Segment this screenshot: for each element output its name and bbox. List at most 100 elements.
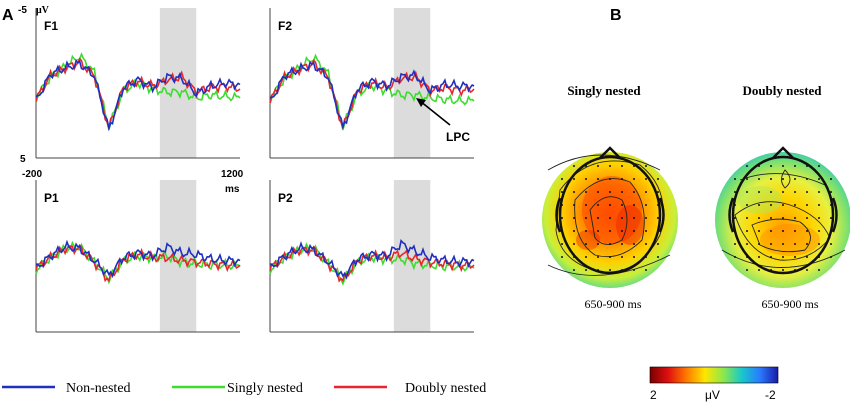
electrode-dot bbox=[621, 191, 623, 193]
topomap-hotspot bbox=[616, 205, 644, 245]
electrode-dot bbox=[645, 178, 647, 180]
electrode-dot bbox=[746, 243, 748, 245]
electrode-dot bbox=[818, 269, 820, 271]
electrode-dot bbox=[645, 243, 647, 245]
electrode-dot bbox=[561, 204, 563, 206]
y-unit-label: μV bbox=[36, 5, 50, 16]
electrode-dot bbox=[830, 256, 832, 258]
right-ear-icon bbox=[658, 197, 665, 233]
electrode-dot bbox=[585, 256, 587, 258]
lpc-label: LPC bbox=[446, 130, 470, 144]
legend: Non-nested Singly nested Doubly nested bbox=[2, 381, 486, 396]
electrode-dot bbox=[818, 230, 820, 232]
electrode-dot bbox=[782, 230, 784, 232]
electrode-dot bbox=[645, 269, 647, 271]
electrode-dot bbox=[806, 256, 808, 258]
electrode-dot bbox=[657, 191, 659, 193]
legend-label-non-nested: Non-nested bbox=[66, 381, 131, 396]
electrode-dot bbox=[806, 191, 808, 193]
electrode-dot bbox=[597, 243, 599, 245]
electrode-dot bbox=[758, 178, 760, 180]
lpc-arrow-head bbox=[416, 98, 426, 107]
topomap-coldspot bbox=[738, 186, 782, 214]
electrode-dot bbox=[633, 256, 635, 258]
electrode-dots bbox=[734, 165, 832, 271]
electrode-dot bbox=[621, 217, 623, 219]
erp-chart-p2: P2 bbox=[269, 180, 475, 333]
electrode-dot bbox=[597, 191, 599, 193]
x-unit-label: ms bbox=[225, 184, 240, 195]
erp-chart-p1: P1 bbox=[35, 180, 241, 333]
electrode-dot bbox=[794, 269, 796, 271]
electrode-dot bbox=[645, 165, 647, 167]
legend-label-doubly-nested: Doubly nested bbox=[405, 381, 486, 396]
electrode-dot bbox=[585, 178, 587, 180]
lpc-arrow-line bbox=[419, 100, 451, 126]
electrode-dot bbox=[633, 243, 635, 245]
electrode-dot bbox=[782, 243, 784, 245]
electrode-dot bbox=[645, 204, 647, 206]
panel-a-letter: A bbox=[2, 7, 14, 24]
electrode-label: P2 bbox=[278, 191, 293, 205]
topomap-hotspot bbox=[582, 176, 642, 244]
electrode-dot bbox=[806, 178, 808, 180]
topomap-disc bbox=[542, 152, 678, 288]
electrode-dot bbox=[585, 217, 587, 219]
electrode-dot bbox=[573, 178, 575, 180]
electrode-dot bbox=[561, 230, 563, 232]
head-outline bbox=[731, 155, 835, 275]
left-ear-icon bbox=[555, 197, 562, 233]
erp-chart-f1: F1 bbox=[35, 8, 241, 159]
electrode-dot bbox=[609, 191, 611, 193]
electrode-dot bbox=[734, 256, 736, 258]
series-line-doubly-nested bbox=[35, 243, 241, 283]
electrode-dot bbox=[818, 191, 820, 193]
electrode-dot bbox=[806, 204, 808, 206]
electrode-dot bbox=[830, 230, 832, 232]
electrode-dot bbox=[770, 178, 772, 180]
electrode-dot bbox=[818, 217, 820, 219]
electrode-dot bbox=[782, 165, 784, 167]
electrode-dot bbox=[782, 217, 784, 219]
electrode-dot bbox=[746, 256, 748, 258]
legend-label-singly-nested: Singly nested bbox=[227, 381, 303, 396]
electrode-dot bbox=[758, 230, 760, 232]
electrode-dot bbox=[818, 165, 820, 167]
electrode-dot bbox=[794, 256, 796, 258]
electrode-dot bbox=[770, 217, 772, 219]
electrode-dot bbox=[782, 178, 784, 180]
series-line-singly-nested bbox=[269, 242, 475, 286]
electrode-dot bbox=[609, 230, 611, 232]
electrode-dot bbox=[782, 191, 784, 193]
electrode-dot bbox=[734, 178, 736, 180]
electrode-dot bbox=[830, 178, 832, 180]
electrode-dot bbox=[758, 191, 760, 193]
electrode-dot bbox=[609, 256, 611, 258]
electrode-dot bbox=[734, 204, 736, 206]
electrode-dot bbox=[758, 204, 760, 206]
electrode-dot bbox=[597, 256, 599, 258]
electrode-label: F2 bbox=[278, 19, 292, 33]
electrode-dot bbox=[657, 230, 659, 232]
electrode-dot bbox=[794, 178, 796, 180]
right-ear-icon bbox=[831, 197, 838, 233]
electrode-dot bbox=[806, 217, 808, 219]
electrode-dot bbox=[657, 243, 659, 245]
electrode-dot bbox=[746, 191, 748, 193]
y-bottom-label: 5 bbox=[20, 154, 26, 165]
electrode-dot bbox=[621, 204, 623, 206]
electrode-dot bbox=[818, 178, 820, 180]
series-line-singly-nested bbox=[35, 240, 241, 285]
electrode-dot bbox=[806, 230, 808, 232]
electrode-dot bbox=[621, 256, 623, 258]
series-line-doubly-nested bbox=[35, 57, 241, 129]
electrode-dot bbox=[657, 204, 659, 206]
series-line-non-nested bbox=[35, 239, 241, 279]
erp-chart-f2: F2 bbox=[269, 8, 475, 159]
electrode-dot bbox=[609, 165, 611, 167]
head-outline bbox=[558, 155, 662, 275]
electrode-dot bbox=[770, 269, 772, 271]
electrode-dot bbox=[734, 217, 736, 219]
electrode-dot bbox=[782, 269, 784, 271]
